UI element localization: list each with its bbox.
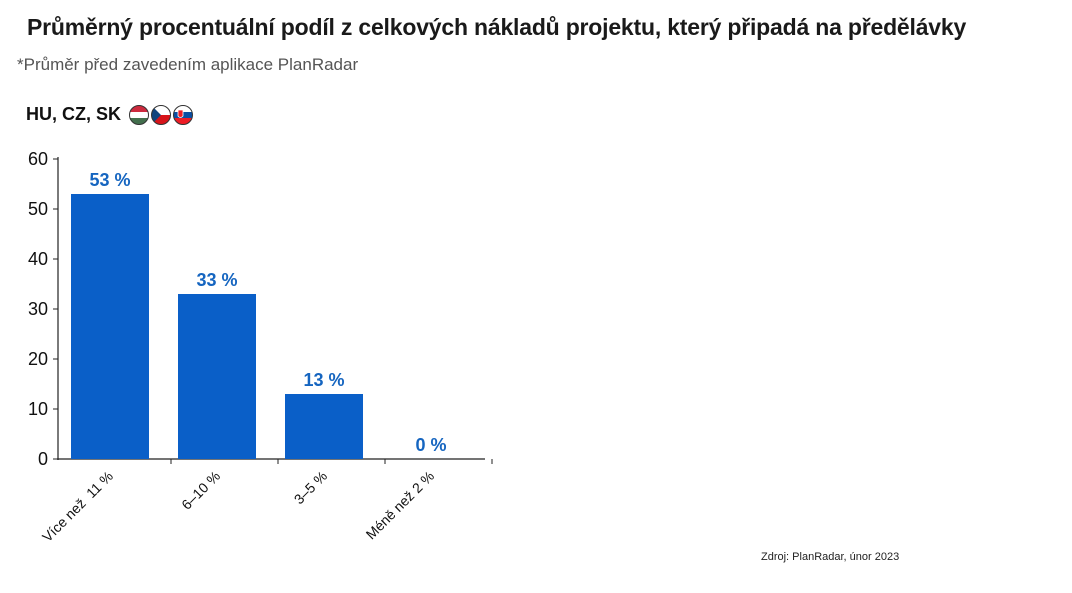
bar-chart: 0 10 20 30 40 50 60 53 % Více než 11 % 33 % 6–10 %… [28,149,493,545]
region-label: HU, CZ, SK [26,104,122,124]
bar-value-label: 53 % [89,170,130,190]
x-category-label: Méně než 2 % [363,468,438,543]
bar-value-label: 33 % [196,270,237,290]
chart-subtitle: *Průměr před zavedením aplikace PlanRada… [17,55,359,74]
bar-value-label: 13 % [303,370,344,390]
bar [285,394,363,459]
slovakia-flag-icon [173,104,194,125]
x-category-label: 3–5 % [291,468,330,507]
flag-group [129,104,194,125]
bar-value-label: 0 % [415,435,446,455]
bar [178,294,256,459]
y-tick-label: 60 [28,149,48,169]
y-tick-label: 50 [28,199,48,219]
bar [71,194,149,459]
y-tick-label: 10 [28,399,48,419]
chart-title: Průměrný procentuální podíl z celkových … [27,14,967,40]
hungary-flag-icon [129,104,150,125]
y-tick-label: 20 [28,349,48,369]
y-tick-label: 0 [38,449,48,469]
region-label-row: HU, CZ, SK [26,104,194,125]
czech-flag-icon [151,104,172,125]
x-category-label: Více než 11 % [39,468,116,545]
source-note: Zdroj: PlanRadar, únor 2023 [761,551,900,563]
y-tick-label: 30 [28,299,48,319]
y-tick-label: 40 [28,249,48,269]
x-category-label: 6–10 % [178,468,223,513]
